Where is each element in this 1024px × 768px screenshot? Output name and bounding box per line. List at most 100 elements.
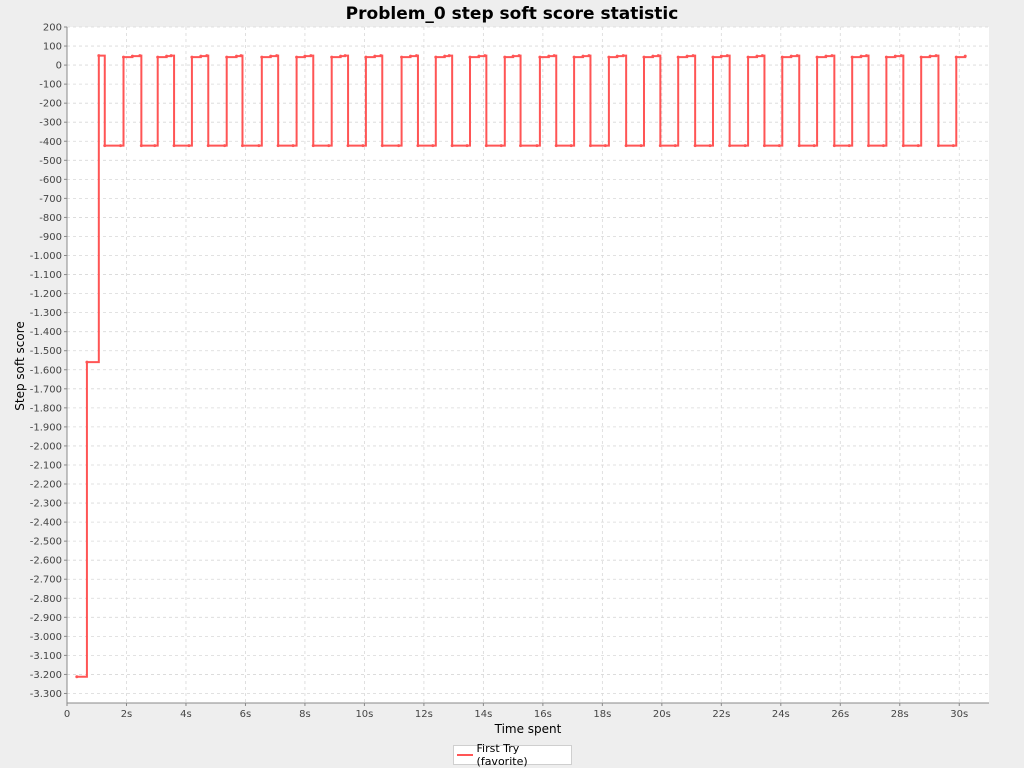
y-tick-label: -2.800	[30, 594, 62, 605]
data-point	[708, 144, 712, 148]
data-point	[275, 54, 279, 58]
data-point	[499, 144, 503, 148]
y-tick-label: -3.300	[30, 689, 62, 700]
data-point	[477, 54, 481, 58]
data-point	[760, 54, 764, 58]
x-tick-label: 12s	[415, 709, 433, 720]
data-point	[780, 55, 784, 59]
x-tick-label: 0	[64, 709, 70, 720]
x-tick-label: 6s	[240, 709, 252, 720]
y-tick-label: -3.000	[30, 632, 62, 643]
y-tick-label: -1.000	[30, 251, 62, 262]
data-point	[639, 144, 643, 148]
data-point	[139, 144, 143, 148]
data-point	[343, 54, 347, 58]
series-layer	[75, 54, 967, 679]
y-tick-label: 0	[56, 61, 62, 72]
data-point	[607, 55, 611, 59]
y-tick-label: -2.200	[30, 480, 62, 491]
data-point	[291, 144, 295, 148]
data-point	[777, 144, 781, 148]
y-ticks: 200 100 0 -100 -200 -300 -400 -500 -600 -700 -800 -…	[30, 23, 67, 700]
data-point	[468, 55, 472, 59]
data-point	[400, 55, 404, 59]
data-point	[303, 54, 307, 58]
data-point	[656, 54, 660, 58]
y-tick-label: -2.600	[30, 556, 62, 567]
data-point	[199, 54, 203, 58]
y-tick-label: -2.000	[30, 441, 62, 452]
y-tick-label: -300	[39, 118, 62, 129]
x-tick-label: 30s	[950, 709, 968, 720]
data-point	[728, 144, 732, 148]
data-point	[483, 54, 487, 58]
x-tick-label: 16s	[534, 709, 552, 720]
data-point	[693, 144, 697, 148]
data-point	[847, 144, 851, 148]
data-point	[864, 54, 868, 58]
data-point	[503, 55, 507, 59]
data-point	[815, 55, 819, 59]
data-point	[535, 144, 539, 148]
plot-area	[67, 27, 989, 703]
data-point	[85, 360, 89, 364]
data-point	[581, 54, 585, 58]
data-point	[673, 144, 677, 148]
x-tick-label: 22s	[712, 709, 730, 720]
data-point	[431, 144, 435, 148]
x-tick-label: 24s	[772, 709, 790, 720]
legend-label: First Try (favorite)	[476, 742, 528, 768]
x-tick-label: 4s	[180, 709, 192, 720]
data-point	[409, 54, 413, 58]
data-point	[269, 54, 273, 58]
y-tick-label: -1.600	[30, 365, 62, 376]
data-point	[850, 55, 854, 59]
y-tick-label: -1.900	[30, 422, 62, 433]
data-point	[951, 144, 955, 148]
data-point	[755, 54, 759, 58]
legend-swatch	[457, 754, 473, 756]
data-point	[884, 55, 888, 59]
x-tick-label: 26s	[831, 709, 849, 720]
y-tick-label: -2.900	[30, 613, 62, 624]
data-point	[588, 144, 592, 148]
y-tick-label: -2.500	[30, 537, 62, 548]
y-tick-label: -900	[39, 232, 62, 243]
y-tick-label: -100	[39, 80, 62, 91]
data-point	[743, 144, 747, 148]
data-point	[187, 144, 191, 148]
data-point	[916, 144, 920, 148]
data-point	[447, 54, 451, 58]
y-tick-label: -2.300	[30, 499, 62, 510]
data-point	[685, 54, 689, 58]
data-point	[651, 54, 655, 58]
data-point	[153, 144, 157, 148]
y-tick-label: -2.700	[30, 575, 62, 586]
data-point	[257, 144, 261, 148]
y-tick-label: -2.400	[30, 518, 62, 529]
chart-title: Problem_0 step soft score statistic	[345, 4, 679, 24]
data-point	[450, 144, 454, 148]
data-point	[867, 144, 871, 148]
x-tick-label: 20s	[653, 709, 671, 720]
data-point	[240, 144, 244, 148]
y-tick-label: -1.300	[30, 308, 62, 319]
data-point	[795, 54, 799, 58]
y-tick-label: -700	[39, 194, 62, 205]
data-point	[789, 54, 793, 58]
data-point	[97, 54, 101, 58]
data-point	[859, 54, 863, 58]
data-point	[569, 144, 573, 148]
data-point	[276, 144, 280, 148]
x-tick-label: 10s	[355, 709, 373, 720]
data-point	[295, 55, 299, 59]
data-point	[954, 55, 958, 59]
x-tick-label: 8s	[299, 709, 311, 720]
data-point	[572, 55, 576, 59]
data-point	[936, 144, 940, 148]
data-point	[103, 144, 107, 148]
data-point	[928, 54, 932, 58]
data-point	[621, 54, 625, 58]
data-point	[642, 55, 646, 59]
